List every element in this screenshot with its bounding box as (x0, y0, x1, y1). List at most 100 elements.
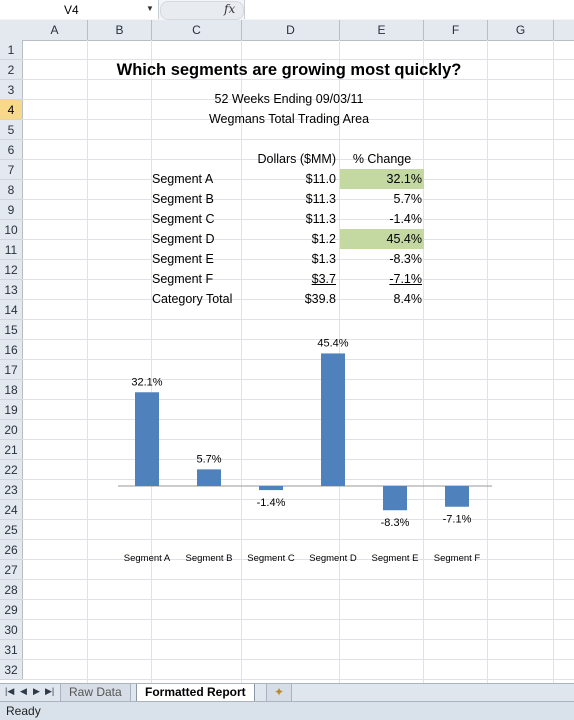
change-value-text: 32.1% (386, 172, 422, 186)
prev-sheet-icon[interactable]: ◀ (20, 686, 27, 696)
row-header[interactable]: 28 (0, 580, 23, 600)
dollars-value: $1.3 (242, 249, 336, 269)
row-header[interactable]: 3 (0, 80, 23, 100)
insert-sheet-icon[interactable]: ✦ (266, 684, 292, 702)
chart-category-label: Segment E (372, 553, 419, 564)
grid-row-line (22, 139, 574, 140)
dollars-value: $11.0 (242, 169, 336, 189)
row-header[interactable]: 30 (0, 620, 23, 640)
grid-row-line (22, 379, 574, 380)
grid-row-line (22, 639, 574, 640)
status-bar: Ready (0, 701, 574, 720)
row-header[interactable]: 18 (0, 380, 23, 400)
fx-icon[interactable]: fx (224, 2, 236, 16)
change-value-text: -8.3% (389, 252, 422, 266)
chart-category-label: Segment F (434, 553, 481, 564)
row-header[interactable]: 2 (0, 60, 23, 80)
grid-row-line (22, 339, 574, 340)
grid-row-line (22, 419, 574, 420)
row-header[interactable]: 12 (0, 260, 23, 280)
chevron-down-icon[interactable]: ▼ (146, 4, 154, 13)
chart-data-label: 45.4% (317, 337, 348, 349)
row-header[interactable]: 8 (0, 180, 23, 200)
chart-bar (135, 392, 159, 486)
column-header[interactable]: G (488, 20, 554, 41)
chart-data-label: 5.7% (196, 453, 221, 465)
grid-row-line (22, 619, 574, 620)
row-header[interactable]: 24 (0, 500, 23, 520)
dollars-value-text: $1.2 (311, 232, 336, 246)
name-box[interactable]: V4 ▼ (0, 0, 159, 19)
tab-raw-data[interactable]: Raw Data (60, 684, 131, 702)
row-header[interactable]: 27 (0, 560, 23, 580)
column-header[interactable]: B (88, 20, 152, 41)
row-header[interactable]: 15 (0, 320, 23, 340)
row-header[interactable]: 4 (0, 100, 23, 120)
row-header[interactable]: 7 (0, 160, 23, 180)
grid-row-line (22, 219, 574, 220)
grid-column-line (241, 40, 242, 683)
grid-row-line (22, 459, 574, 460)
grid-row-line (22, 479, 574, 480)
next-sheet-icon[interactable]: ▶ (33, 686, 40, 696)
change-value-text: 45.4% (386, 232, 422, 246)
dollars-header: Dollars ($MM) (257, 152, 336, 166)
grid-row-line (22, 519, 574, 520)
grid-row-line (22, 99, 574, 100)
row-header[interactable]: 17 (0, 360, 23, 380)
row-header[interactable]: 10 (0, 220, 23, 240)
row-header[interactable]: 29 (0, 600, 23, 620)
column-header-overflow[interactable] (554, 20, 574, 41)
row-header[interactable]: 1 (0, 40, 23, 60)
change-value: -7.1% (340, 269, 424, 289)
column-header[interactable]: A (22, 20, 88, 41)
grid-column-line (151, 40, 152, 683)
tab-formatted-report[interactable]: Formatted Report (136, 684, 255, 702)
grid-row-line (22, 199, 574, 200)
dollars-value-text: $11.3 (305, 212, 336, 226)
grid-row-line (22, 59, 574, 60)
grid-row-line (22, 239, 574, 240)
change-value-text: 8.4% (393, 292, 423, 306)
column-header[interactable]: C (152, 20, 242, 41)
row-header[interactable]: 9 (0, 200, 23, 220)
row-header[interactable]: 20 (0, 420, 23, 440)
grid-row-line (22, 579, 574, 580)
grid-row-line (22, 439, 574, 440)
grid-row-line (22, 79, 574, 80)
dollars-value: $11.3 (242, 189, 336, 209)
change-value-text: -1.4% (389, 212, 422, 226)
dollars-value-text: $11.0 (305, 172, 336, 186)
row-header[interactable]: 6 (0, 140, 23, 160)
change-value-highlighted: 32.1% (340, 169, 424, 189)
row-header[interactable]: 22 (0, 460, 23, 480)
formula-input[interactable] (244, 0, 574, 19)
row-header[interactable]: 21 (0, 440, 23, 460)
row-header[interactable]: 31 (0, 640, 23, 660)
row-header[interactable]: 25 (0, 520, 23, 540)
chart-category-label: Segment A (124, 553, 171, 564)
last-sheet-icon[interactable]: ▶| (45, 686, 55, 696)
row-header[interactable]: 32 (0, 660, 23, 680)
row-header[interactable]: 23 (0, 480, 23, 500)
grid-column-line (553, 40, 554, 683)
grid-column-line (487, 40, 488, 683)
column-header[interactable]: D (242, 20, 340, 41)
change-value: 8.4% (340, 289, 424, 309)
row-header[interactable]: 11 (0, 240, 23, 260)
change-header: % Change (352, 152, 412, 166)
row-header[interactable]: 19 (0, 400, 23, 420)
grid-row-line (22, 159, 574, 160)
row-header[interactable]: 13 (0, 280, 23, 300)
first-sheet-icon[interactable]: |◀ (5, 686, 15, 696)
grid-row-line (22, 279, 574, 280)
row-header[interactable]: 16 (0, 340, 23, 360)
select-all-corner[interactable] (0, 20, 23, 41)
row-header[interactable]: 5 (0, 120, 23, 140)
change-value-text: -7.1% (389, 272, 422, 286)
row-header[interactable]: 14 (0, 300, 23, 320)
grid-column-line (87, 40, 88, 683)
column-header[interactable]: F (424, 20, 488, 41)
column-header[interactable]: E (340, 20, 424, 41)
row-header[interactable]: 26 (0, 540, 23, 560)
